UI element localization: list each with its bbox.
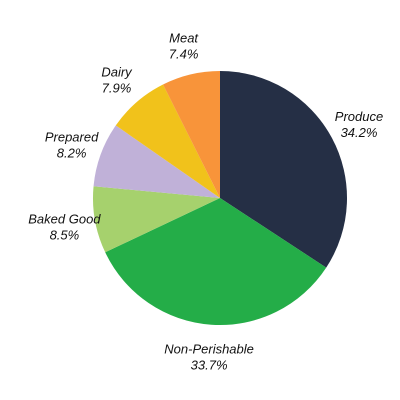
slice-value-non-perishable: 33.7% — [191, 358, 228, 373]
slice-label-baked-good: Baked Good — [28, 211, 101, 226]
pie-slice-meat — [163, 71, 220, 198]
pie-slice-baked-good — [93, 186, 220, 253]
pie-slice-produce — [220, 71, 348, 268]
pie-slices — [93, 71, 348, 326]
pie-slice-non-perishable — [105, 198, 327, 326]
slice-label-prepared: Prepared — [45, 130, 99, 145]
slice-label-produce: Produce — [335, 109, 383, 124]
slice-value-baked-good: 8.5% — [50, 227, 80, 242]
slice-value-prepared: 8.2% — [57, 146, 87, 161]
pie-slice-prepared — [93, 125, 220, 198]
slice-value-produce: 34.2% — [341, 125, 378, 140]
slice-label-meat: Meat — [169, 30, 199, 45]
slice-value-dairy: 7.9% — [102, 81, 132, 96]
slice-label-non-perishable: Non-Perishable — [164, 342, 254, 357]
pie-slice-dairy — [115, 84, 220, 198]
slice-value-meat: 7.4% — [169, 46, 199, 61]
slice-label-dairy: Dairy — [101, 65, 133, 80]
